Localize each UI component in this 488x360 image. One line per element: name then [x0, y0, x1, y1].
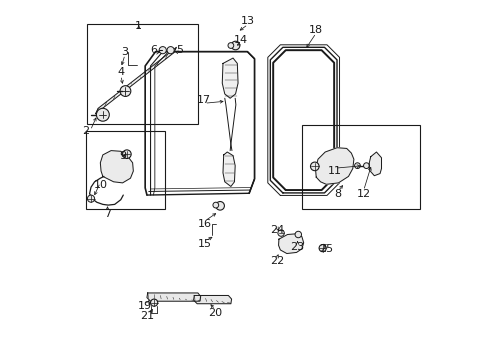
Text: 7: 7	[104, 209, 111, 219]
Circle shape	[231, 41, 239, 50]
Text: 6: 6	[150, 45, 157, 55]
Circle shape	[277, 230, 284, 236]
Text: 22: 22	[269, 256, 284, 266]
Polygon shape	[193, 296, 231, 304]
Text: 13: 13	[241, 17, 255, 27]
Circle shape	[363, 163, 368, 168]
Text: 2: 2	[82, 126, 89, 135]
Polygon shape	[100, 150, 133, 183]
Bar	[86, 131, 164, 210]
Circle shape	[96, 108, 109, 121]
Text: 15: 15	[198, 239, 212, 249]
Text: 11: 11	[327, 166, 341, 176]
Circle shape	[227, 42, 233, 48]
Text: 8: 8	[333, 189, 341, 199]
Circle shape	[212, 202, 218, 208]
Polygon shape	[278, 234, 303, 253]
Circle shape	[87, 195, 94, 202]
Text: 21: 21	[141, 311, 154, 320]
Polygon shape	[147, 293, 201, 301]
Polygon shape	[222, 58, 238, 98]
Circle shape	[319, 244, 325, 252]
Text: 23: 23	[290, 242, 304, 252]
Circle shape	[150, 299, 158, 306]
Text: 24: 24	[269, 225, 284, 235]
Text: 10: 10	[93, 180, 107, 190]
Bar	[86, 24, 198, 125]
Circle shape	[294, 231, 301, 238]
Circle shape	[167, 46, 174, 54]
Bar	[301, 125, 419, 210]
Text: 16: 16	[198, 219, 212, 229]
Polygon shape	[96, 47, 176, 114]
Text: 9: 9	[119, 150, 126, 161]
Text: 17: 17	[197, 95, 211, 105]
Circle shape	[215, 202, 224, 210]
Text: 12: 12	[356, 189, 370, 199]
Text: 19: 19	[138, 301, 152, 311]
Text: 1: 1	[135, 21, 142, 31]
Text: 18: 18	[308, 25, 323, 35]
Circle shape	[310, 162, 319, 171]
Polygon shape	[315, 148, 353, 184]
Circle shape	[120, 86, 131, 96]
Polygon shape	[368, 152, 381, 176]
Text: 5: 5	[176, 45, 183, 55]
Circle shape	[122, 150, 131, 158]
Text: 25: 25	[319, 244, 333, 254]
Text: 3: 3	[122, 46, 128, 57]
Text: 14: 14	[233, 35, 247, 45]
Circle shape	[354, 163, 360, 168]
Text: 20: 20	[207, 308, 222, 318]
Circle shape	[159, 46, 166, 54]
Text: 4: 4	[117, 67, 124, 77]
Polygon shape	[223, 152, 235, 186]
